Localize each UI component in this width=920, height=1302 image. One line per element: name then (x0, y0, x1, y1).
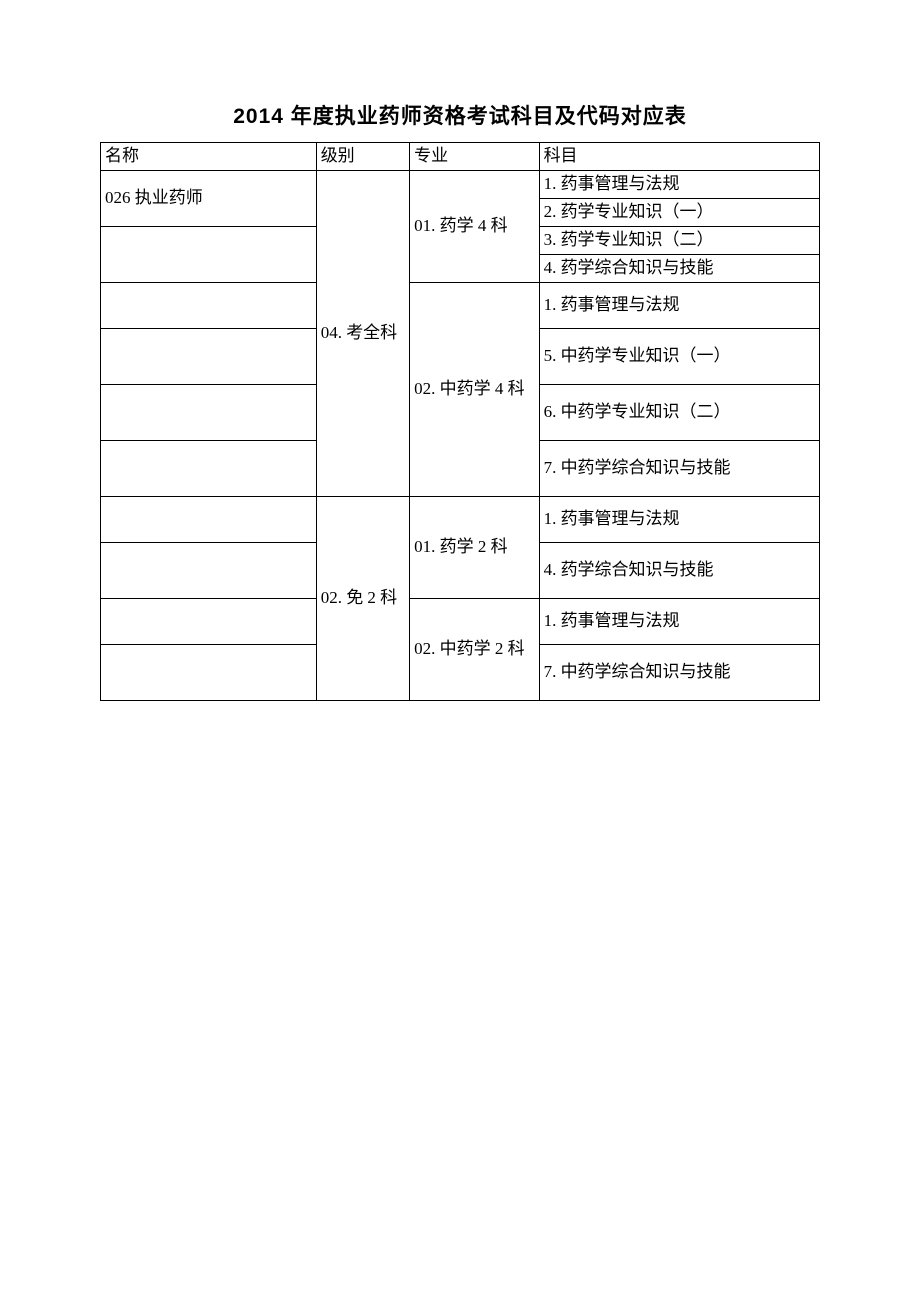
cell-subject: 1. 药事管理与法规 (539, 598, 819, 644)
cell-major-pharm2: 01. 药学 2 科 (410, 496, 539, 598)
cell-subject: 6. 中药学专业知识（二） (539, 384, 819, 440)
cell-subject: 5. 中药学专业知识（一） (539, 328, 819, 384)
header-subject: 科目 (539, 143, 819, 171)
table-header-row: 名称 级别 专业 科目 (101, 143, 820, 171)
cell-name-empty (101, 542, 317, 598)
cell-subject: 4. 药学综合知识与技能 (539, 542, 819, 598)
cell-subject: 1. 药事管理与法规 (539, 170, 819, 198)
cell-subject: 2. 药学专业知识（一） (539, 198, 819, 226)
cell-name-empty (101, 328, 317, 384)
cell-name-empty (101, 440, 317, 496)
table-row: 02. 中药学 2 科 1. 药事管理与法规 (101, 598, 820, 644)
cell-subject: 7. 中药学综合知识与技能 (539, 440, 819, 496)
cell-major-pharm4: 01. 药学 4 科 (410, 170, 539, 282)
cell-major-tcm2: 02. 中药学 2 科 (410, 598, 539, 700)
cell-name-empty (101, 282, 317, 328)
cell-subject: 3. 药学专业知识（二） (539, 226, 819, 254)
cell-name-empty (101, 644, 317, 700)
table-row: 02. 中药学 4 科 1. 药事管理与法规 (101, 282, 820, 328)
header-level: 级别 (316, 143, 409, 171)
cell-major-tcm4: 02. 中药学 4 科 (410, 282, 539, 496)
cell-subject: 1. 药事管理与法规 (539, 282, 819, 328)
subject-code-table: 名称 级别 专业 科目 026 执业药师 04. 考全科 01. 药学 4 科 … (100, 142, 820, 701)
cell-name-empty (101, 384, 317, 440)
page-title: 2014 年度执业药师资格考试科目及代码对应表 (100, 100, 820, 130)
cell-level-exempt: 02. 免 2 科 (316, 496, 409, 700)
header-major: 专业 (410, 143, 539, 171)
cell-level-full: 04. 考全科 (316, 170, 409, 496)
table-row: 02. 免 2 科 01. 药学 2 科 1. 药事管理与法规 (101, 496, 820, 542)
cell-subject: 4. 药学综合知识与技能 (539, 254, 819, 282)
cell-subject: 7. 中药学综合知识与技能 (539, 644, 819, 700)
cell-name-empty (101, 226, 317, 282)
cell-name-empty (101, 496, 317, 542)
cell-subject: 1. 药事管理与法规 (539, 496, 819, 542)
cell-name: 026 执业药师 (101, 170, 317, 226)
table-row: 026 执业药师 04. 考全科 01. 药学 4 科 1. 药事管理与法规 (101, 170, 820, 198)
header-name: 名称 (101, 143, 317, 171)
cell-name-empty (101, 598, 317, 644)
